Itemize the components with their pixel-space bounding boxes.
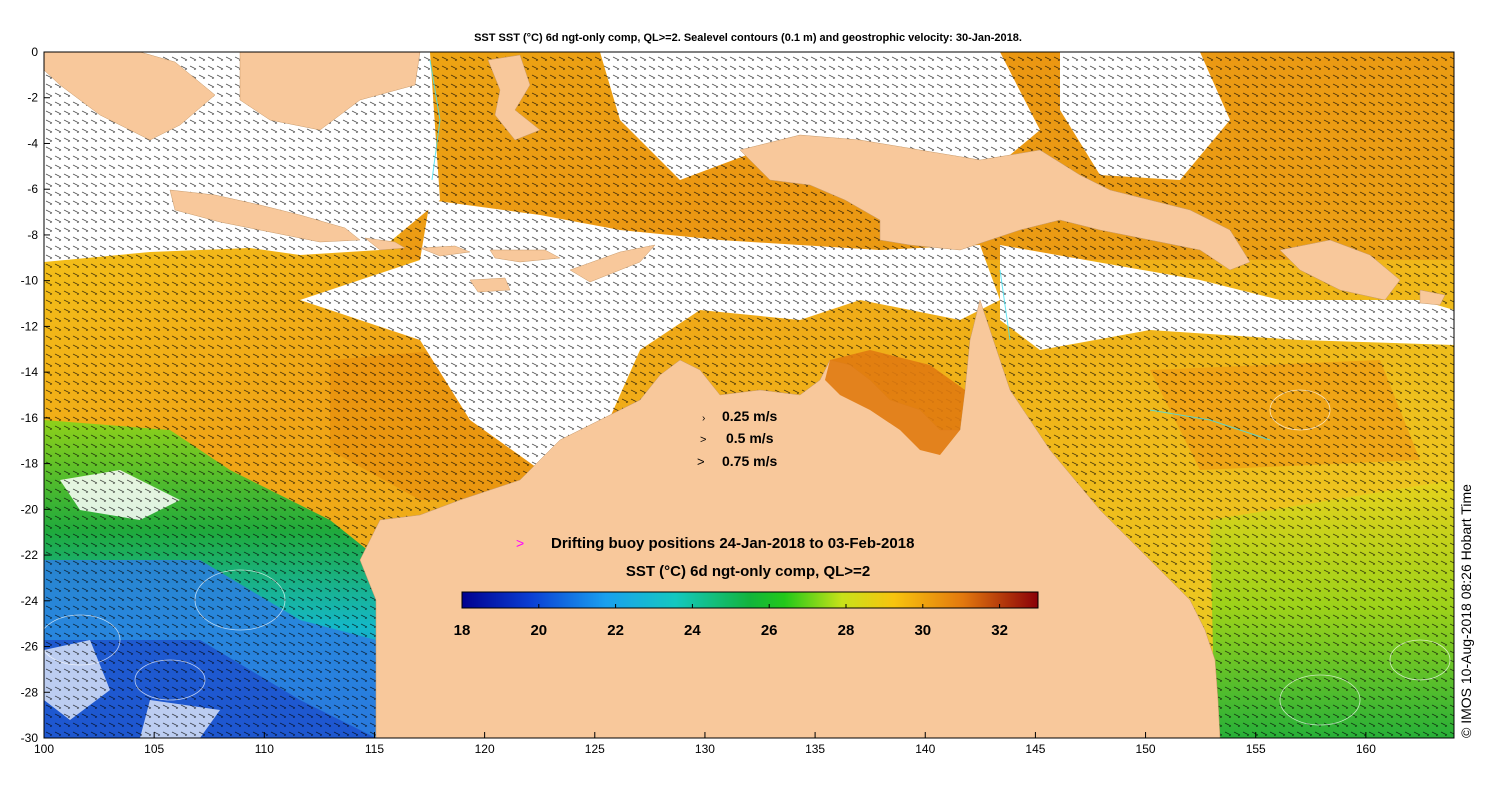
x-tick-label: 105 [144, 742, 164, 756]
coastal-contours [429, 59, 1271, 441]
colorbar-ticks: 18 20 22 24 26 28 30 32 [454, 604, 1008, 639]
y-tick-label: -4 [27, 136, 38, 150]
buoy-marker-icon: > [516, 535, 524, 551]
velocity-legend-025: 0.25 m/s [722, 408, 777, 424]
y-tick-label: -26 [21, 640, 39, 654]
y-tick-label: -24 [21, 594, 39, 608]
x-tick-label: 120 [475, 742, 495, 756]
colorbar-tick-label: 32 [991, 622, 1008, 639]
y-tick-label: -8 [27, 228, 38, 242]
x-axis: 100 105 110 115 120 125 130 135 140 145 150 155 160 [34, 732, 1376, 756]
y-tick-label: -20 [21, 502, 39, 516]
colorbar-tick-label: 22 [607, 622, 624, 639]
colorbar-tick-label: 28 [838, 622, 855, 639]
y-tick-label: -16 [21, 411, 39, 425]
y-tick-label: -30 [21, 731, 39, 745]
y-tick-label: -18 [21, 457, 39, 471]
x-tick-label: 150 [1136, 742, 1156, 756]
x-tick-label: 115 [365, 742, 384, 756]
y-tick-label: -14 [21, 365, 39, 379]
land [44, 52, 1446, 738]
velocity-arrow-small-icon: › [702, 413, 705, 424]
x-tick-label: 155 [1246, 742, 1266, 756]
y-tick-label: -6 [27, 182, 38, 196]
sealevel-contours [44, 389, 1451, 726]
x-tick-label: 140 [915, 742, 935, 756]
colorbar-tick-label: 24 [684, 622, 701, 639]
colorbar [461, 591, 1039, 609]
velocity-legend-075: 0.75 m/s [722, 453, 777, 469]
y-tick-label: -22 [21, 548, 39, 562]
colorbar-tick-label: 30 [914, 622, 931, 639]
x-tick-label: 100 [34, 742, 54, 756]
sst-field [44, 52, 1454, 738]
y-axis: 0 -2 -4 -6 -8 -10 -12 -14 -16 -18 -20 -22 -24 -26 -28 -… [21, 45, 50, 745]
x-tick-label: 145 [1025, 742, 1045, 756]
credit-text: © IMOS 10-Aug-2018 08:26 Hobart Time [1458, 484, 1474, 738]
velocity-arrow-medium-icon: > [700, 434, 706, 446]
velocity-legend: › 0.25 m/s > 0.5 m/s > 0.75 m/s [697, 408, 777, 469]
x-tick-label: 160 [1356, 742, 1376, 756]
buoy-legend-label: Drifting buoy positions 24-Jan-2018 to 0… [551, 535, 914, 552]
velocity-arrow-large-icon: > [697, 454, 705, 469]
y-tick-label: -2 [27, 91, 38, 105]
x-tick-label: 135 [805, 742, 825, 756]
map-title: SST SST (°C) 6d ngt-only comp, QL>=2. Se… [474, 32, 1022, 44]
y-tick-label: -28 [21, 685, 39, 699]
y-tick-label: -12 [21, 319, 39, 333]
map-frame [43, 51, 1455, 739]
x-tick-label: 110 [255, 742, 274, 756]
y-tick-label: 0 [31, 45, 38, 59]
colorbar-tick-label: 26 [761, 622, 778, 639]
colorbar-tick-label: 18 [454, 622, 471, 639]
colorbar-label: SST (°C) 6d ngt-only comp, QL>=2 [626, 563, 870, 580]
colorbar-tick-label: 20 [530, 622, 547, 639]
y-tick-label: -10 [21, 274, 39, 288]
x-tick-label: 125 [585, 742, 605, 756]
velocity-legend-05: 0.5 m/s [726, 430, 774, 446]
x-tick-label: 130 [695, 742, 715, 756]
